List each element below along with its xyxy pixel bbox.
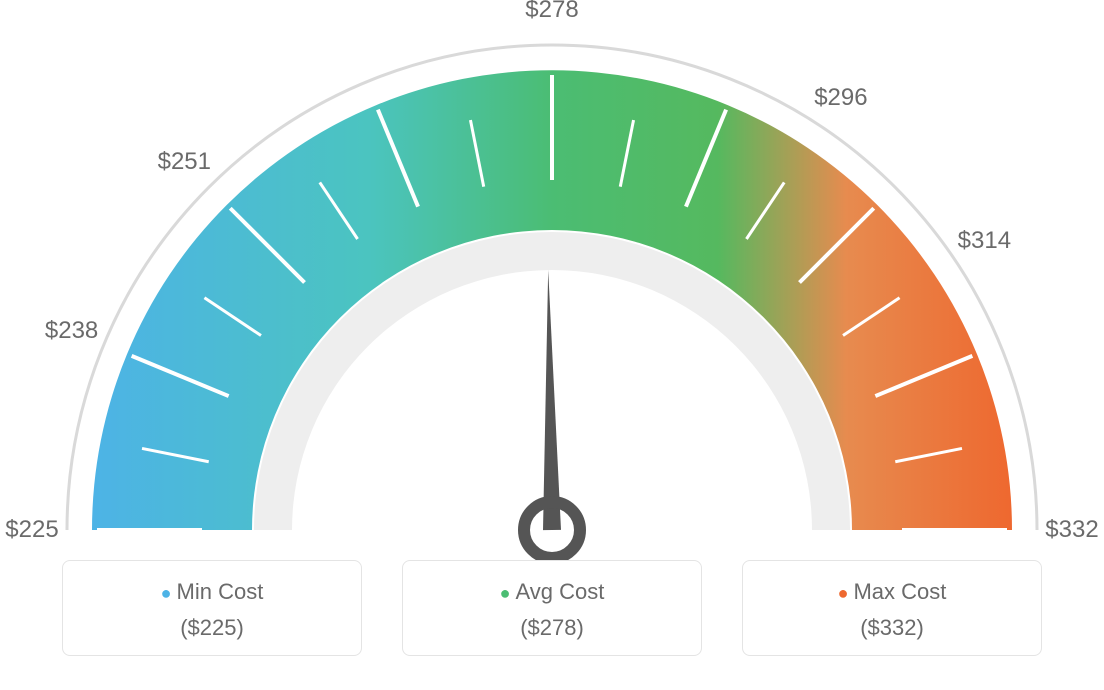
gauge-needle — [543, 270, 561, 530]
gauge-chart: $225 $238 $251 $278 $296 $314 $332 — [0, 0, 1104, 560]
legend-card-avg: Avg Cost ($278) — [402, 560, 702, 656]
legend-min-value: ($225) — [73, 615, 351, 641]
legend-card-min: Min Cost ($225) — [62, 560, 362, 656]
gauge-scale-label: $296 — [814, 84, 867, 112]
legend-max-value: ($332) — [753, 615, 1031, 641]
gauge-scale-label: $225 — [5, 516, 58, 544]
gauge-scale-label: $278 — [525, 0, 578, 24]
legend-avg-value: ($278) — [413, 615, 691, 641]
gauge-scale-label: $238 — [45, 317, 98, 345]
legend-card-max: Max Cost ($332) — [742, 560, 1042, 656]
gauge-scale-label: $251 — [158, 148, 211, 176]
gauge-scale-label: $314 — [958, 227, 1011, 255]
gauge-svg — [0, 0, 1104, 560]
legend-row: Min Cost ($225) Avg Cost ($278) Max Cost… — [0, 560, 1104, 656]
gauge-scale-label: $332 — [1045, 516, 1098, 544]
legend-min-label: Min Cost — [73, 579, 351, 605]
legend-avg-label: Avg Cost — [413, 579, 691, 605]
legend-max-label: Max Cost — [753, 579, 1031, 605]
